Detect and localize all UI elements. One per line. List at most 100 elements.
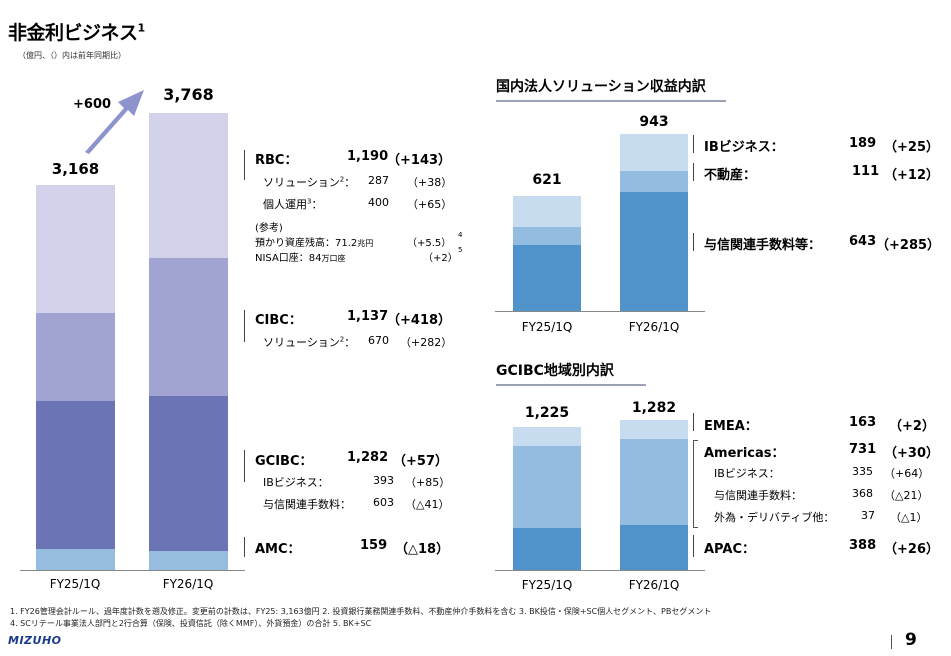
page-title: 非金利ビジネス1	[8, 21, 146, 44]
dom-total-fy26: 943	[639, 114, 669, 130]
xlabel-fy26: FY26/1Q	[162, 577, 214, 591]
cibc-label: CIBC：	[255, 313, 302, 328]
rbc-ref-aum-change: （+5.5）	[407, 238, 452, 249]
unit-note: （億円、（）内は前年同期比）	[18, 51, 126, 60]
total-fy25: 3,168	[51, 160, 100, 178]
amc-label: AMC：	[255, 542, 301, 557]
rbc-change: （+143）	[387, 153, 452, 168]
gcibc-region-stacked-chart: 1,225 1,282 FY25/1Q FY26/1Q	[495, 398, 705, 598]
left-chart-axis	[20, 570, 245, 571]
reg-fy26-emea	[620, 420, 688, 439]
rbc-block: RBC： 1,190 （+143） ソリューション2： 287 （+38） 個人…	[255, 149, 485, 269]
dom-credit-change: （+285）	[876, 238, 941, 253]
rbc-personal-change: （+65）	[407, 198, 453, 211]
gcibc-ib-change: （+85）	[405, 476, 451, 489]
dom-fy25-realestate	[513, 227, 581, 245]
dom-fy26-realestate	[620, 171, 688, 192]
reg-apac-change: （+26）	[884, 542, 939, 557]
dom-ib-label: IBビジネス：	[704, 140, 784, 155]
page-number-divider	[891, 635, 892, 649]
amc-change: （△18）	[395, 542, 450, 557]
rbc-leader	[244, 150, 245, 180]
reg-am-fx-value: 37	[861, 509, 875, 522]
dom-fy25-credit	[513, 245, 581, 311]
reg-am-fx-change: （△1）	[890, 511, 928, 524]
gcibc-credit-name: 与信関連手数料：	[263, 498, 351, 511]
reg-am-fx-name: 外為・デリバティブ他：	[714, 511, 835, 524]
reg-apac-leader	[693, 535, 694, 557]
reg-fy25-americas	[513, 446, 581, 528]
dom-total-fy25: 621	[532, 172, 562, 188]
rbc-ref-nisa: NISA口座：84万口座	[255, 253, 346, 264]
reg-fy25-emea	[513, 427, 581, 446]
gcibc-change: （+57）	[393, 454, 448, 469]
cibc-solution-change: （+282）	[400, 336, 453, 349]
bar-fy25-amc	[36, 549, 115, 570]
reg-emea-label: EMEA：	[704, 419, 758, 434]
title-footnote-ref: 1	[137, 21, 146, 35]
reg-am-credit-change: （△21）	[884, 489, 929, 502]
gcibc-region-legend: EMEA： 163 （+2） Americas： 731 （+30） IBビジネ…	[704, 415, 944, 560]
page-number: 9	[905, 630, 917, 650]
dom-xlabel-fy25: FY25/1Q	[521, 320, 573, 334]
dom-ib-leader	[693, 135, 694, 153]
footnote-line-2: 4. SCリテール事業法人部門と2行合算（保険、投資信託（除くMMF）、外貨預金…	[10, 619, 372, 628]
rbc-ref-title: (参考)	[255, 223, 283, 234]
gcibc-ib-value: 393	[373, 474, 394, 487]
dom-realestate-label: 不動産：	[704, 168, 757, 183]
dom-fy25-ib	[513, 196, 581, 227]
gcibc-value: 1,282	[347, 450, 389, 465]
cibc-block: CIBC： 1,137 （+418） ソリューション2： 670 （+282）	[255, 309, 485, 354]
gcibc-leader	[244, 450, 245, 482]
reg-fy26-americas	[620, 439, 688, 525]
reg-americas-change: （+30）	[884, 446, 939, 461]
cibc-solution-value: 670	[368, 334, 389, 347]
amc-leader	[244, 537, 245, 557]
dom-realestate-change: （+12）	[884, 168, 939, 183]
dom-ib-value: 189	[849, 136, 877, 151]
total-fy26: 3,768	[163, 85, 214, 104]
bar-fy26-cibc	[149, 258, 228, 396]
cibc-value: 1,137	[347, 309, 389, 324]
reg-fy26-apac	[620, 525, 688, 570]
gcibc-credit-value: 603	[373, 496, 394, 509]
dom-fy26-ib	[620, 134, 688, 171]
reg-total-fy25: 1,225	[524, 405, 570, 421]
dom-realestate-value: 111	[852, 164, 880, 179]
dom-xlabel-fy26: FY26/1Q	[628, 320, 680, 334]
rbc-personal-value: 400	[368, 196, 389, 209]
reg-americas-value: 731	[849, 442, 877, 457]
reg-xlabel-fy26: FY26/1Q	[628, 578, 680, 592]
xlabel-fy25: FY25/1Q	[49, 577, 101, 591]
reg-total-fy26: 1,282	[631, 400, 677, 416]
reg-emea-leader	[693, 413, 694, 431]
reg-xlabel-fy25: FY25/1Q	[521, 578, 573, 592]
bar-fy25-gcibc	[36, 401, 115, 549]
rbc-solution-value: 287	[368, 174, 389, 187]
domestic-stacked-chart: 621 943 FY25/1Q FY26/1Q	[495, 110, 705, 340]
rbc-solution-change: （+38）	[407, 176, 453, 189]
domestic-axis	[495, 311, 705, 312]
reg-apac-value: 388	[849, 538, 877, 553]
rbc-ref-aum: 預かり資産残高：71.2兆円	[255, 238, 374, 249]
bar-fy26-rbc	[149, 113, 228, 258]
reg-emea-value: 163	[849, 415, 877, 430]
dom-credit-label: 与信関連手数料等：	[704, 238, 822, 253]
reg-am-credit-name: 与信関連手数料：	[714, 489, 802, 502]
reg-fy25-apac	[513, 528, 581, 570]
gcibc-ib-name: IBビジネス：	[263, 476, 329, 489]
mizuho-logo: MIZUHO	[8, 634, 62, 647]
rbc-solution-name: ソリューション2：	[263, 175, 356, 189]
rbc-value: 1,190	[347, 149, 389, 164]
gcibc-credit-change: （△41）	[405, 498, 450, 511]
rbc-ref-nisa-sup: 5	[458, 246, 463, 254]
left-stacked-chart: 3,168 3,768 +600 FY25/1Q FY26/1Q	[0, 0, 245, 600]
reg-americas-bracket	[693, 440, 698, 528]
reg-am-credit-value: 368	[852, 487, 873, 500]
rbc-ref-aum-sup: 4	[458, 231, 463, 239]
reg-apac-label: APAC：	[704, 542, 755, 557]
gcibc-region-axis	[495, 570, 705, 571]
gcibc-label: GCIBC：	[255, 454, 313, 469]
bar-fy25-cibc	[36, 313, 115, 401]
reg-americas-label: Americas：	[704, 446, 785, 461]
